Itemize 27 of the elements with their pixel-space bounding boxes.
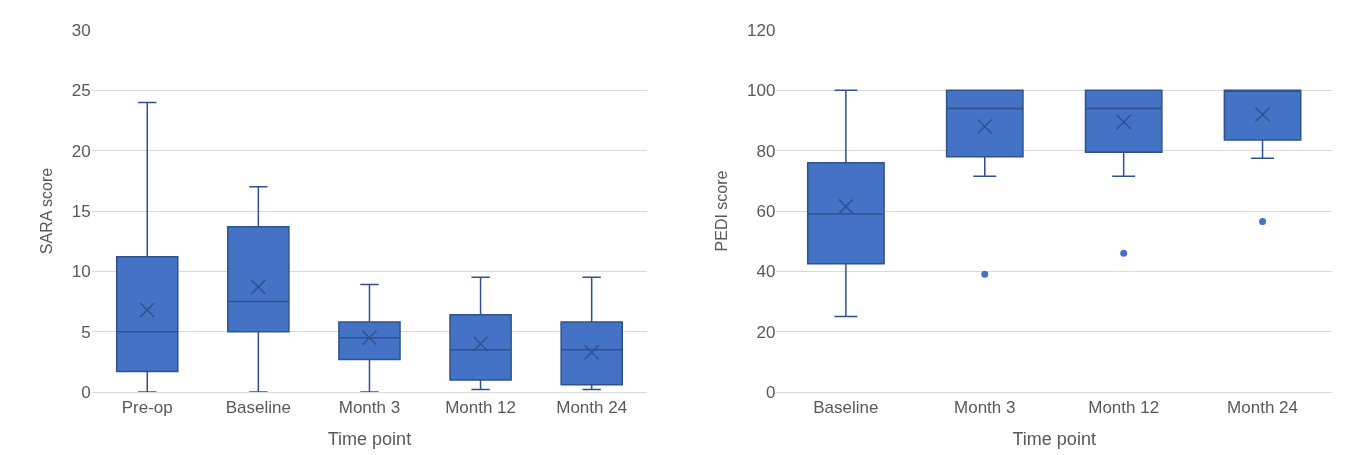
y-tick-label: 20	[756, 322, 776, 342]
y-axis-title: PEDI score	[712, 170, 730, 252]
x-tick-label: Month 3	[338, 398, 401, 418]
x-axis-title: Time point	[1012, 428, 1096, 449]
y-tick-label: 60	[756, 201, 776, 221]
y-tick-label: 120	[747, 20, 776, 40]
x-tick-label: Month 12	[445, 398, 517, 418]
y-tick-label: 40	[756, 262, 776, 282]
y-tick-label: 20	[71, 141, 91, 161]
x-tick-label: Month 24	[556, 398, 628, 418]
y-tick-label: 5	[81, 322, 91, 342]
y-axis-title: SARA score	[37, 167, 55, 255]
y-tick-label: 15	[71, 201, 91, 221]
x-tick-label: Month 3	[954, 398, 1016, 418]
x-tick-label: Baseline	[813, 398, 879, 418]
y-tick-label: 80	[756, 141, 776, 161]
x-tick-label: Pre-op	[121, 398, 173, 418]
x-axis-title: Time point	[327, 428, 412, 449]
x-tick-label: Month 12	[1088, 398, 1160, 418]
y-tick-label: 0	[81, 382, 91, 402]
x-tick-label: Month 24	[1227, 398, 1298, 418]
y-tick-label: 100	[747, 81, 776, 101]
y-tick-label: 30	[71, 20, 91, 40]
y-tick-label: 10	[71, 262, 91, 282]
x-tick-label: Baseline	[225, 398, 291, 418]
y-tick-label: 0	[765, 382, 776, 402]
y-tick-label: 25	[71, 81, 91, 101]
